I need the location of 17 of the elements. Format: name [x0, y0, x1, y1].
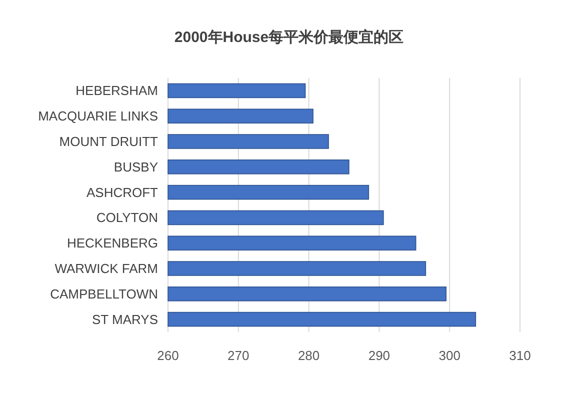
chart-title: 2000年House每平米价最便宜的区 [174, 28, 404, 46]
y-tick-label: MOUNT DRUITT [59, 134, 158, 149]
x-tick-label: 290 [368, 348, 390, 363]
x-tick-label: 270 [228, 348, 250, 363]
x-tick-label: 300 [438, 348, 460, 363]
y-tick-label: ST MARYS [92, 312, 158, 327]
y-tick-label: MACQUARIE LINKS [38, 108, 158, 124]
y-tick-label: HECKENBERG [66, 236, 158, 251]
y-tick-label: HEBERSHAM [76, 83, 158, 98]
y-tick-label: BUSBY [114, 159, 158, 174]
y-tick-label: CAMPBELLTOWN [50, 286, 158, 302]
x-tick-label: 310 [509, 348, 531, 363]
y-tick-label: COLYTON [96, 210, 158, 226]
y-tick-label: ASHCROFT [86, 184, 158, 200]
x-tick-label: 280 [298, 348, 320, 363]
y-tick-label: WARWICK FARM [54, 261, 158, 276]
x-tick-label: 260 [157, 348, 179, 363]
